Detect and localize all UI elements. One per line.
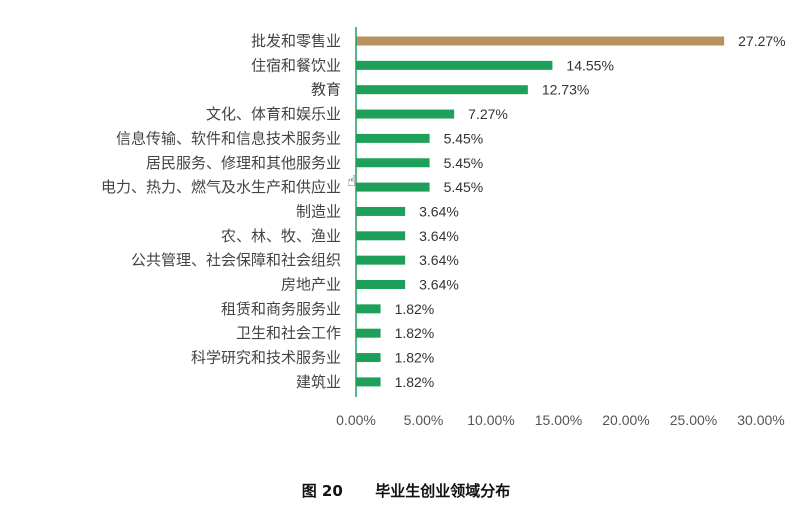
value-label: 3.64%	[419, 277, 459, 293]
bar	[356, 328, 381, 338]
category-label: 科学研究和技术服务业	[191, 349, 341, 367]
hand-pointer-icon: ☝	[347, 172, 357, 190]
bar	[356, 206, 406, 216]
value-label: 27.27%	[738, 33, 785, 49]
x-tick-label: 15.00%	[535, 412, 582, 428]
x-tick-label: 30.00%	[737, 412, 784, 428]
category-label: 农、林、牧、渔业	[221, 227, 341, 245]
category-label: 教育	[311, 81, 341, 99]
value-label: 3.64%	[419, 203, 459, 219]
figure-caption: 图 20 毕业生创业领域分布	[0, 480, 812, 501]
bar	[356, 304, 381, 314]
value-label: 7.27%	[468, 106, 508, 122]
labels-layer: 批发和零售业 27.27% 住宿和餐饮业 14.55% 教育 12.73% 文化、体育和娱乐…	[101, 32, 786, 391]
category-label: 公共管理、社会保障和社会组织	[131, 251, 341, 269]
figure-title: 毕业生创业领域分布	[375, 482, 511, 500]
bar	[356, 36, 725, 46]
value-label: 3.64%	[419, 228, 459, 244]
figure-number: 图 20	[301, 482, 343, 500]
category-label: 住宿和餐饮业	[251, 56, 341, 74]
category-label: 批发和零售业	[251, 32, 341, 50]
x-tick-label: 10.00%	[467, 412, 514, 428]
bar	[356, 377, 381, 387]
x-axis-ticks: 0.00% 5.00% 10.00% 15.00% 20.00% 25.00% 30.00%	[336, 412, 785, 428]
category-label: 电力、热力、燃气及水生产和供应业	[101, 178, 341, 196]
category-label: 房地产业	[281, 276, 341, 294]
value-label: 1.82%	[395, 350, 435, 366]
bar	[356, 231, 406, 241]
bar	[356, 280, 406, 289]
x-tick-label: 20.00%	[602, 412, 649, 428]
bar	[356, 158, 430, 168]
value-label: 12.73%	[542, 82, 589, 98]
value-label: 1.82%	[395, 325, 435, 341]
value-label: 14.55%	[566, 57, 613, 73]
bar	[356, 353, 381, 363]
category-label: 制造业	[296, 202, 341, 220]
bars-layer	[356, 36, 725, 387]
value-label: 5.45%	[444, 130, 484, 146]
bar	[356, 85, 528, 95]
bar	[356, 133, 430, 143]
x-tick-label: 5.00%	[404, 412, 444, 428]
x-tick-label: 0.00%	[336, 412, 376, 428]
value-label: 1.82%	[395, 374, 435, 390]
x-tick-label: 25.00%	[670, 412, 717, 428]
bar	[356, 60, 553, 70]
bar	[356, 255, 406, 265]
category-label: 卫生和社会工作	[236, 324, 341, 342]
value-label: 1.82%	[395, 301, 435, 317]
category-label: 建筑业	[296, 373, 341, 391]
category-label: 信息传输、软件和信息技术服务业	[116, 129, 341, 147]
category-label: 文化、体育和娱乐业	[206, 105, 341, 123]
bar	[356, 109, 455, 119]
category-label: 租赁和商务服务业	[221, 300, 341, 318]
value-label: 5.45%	[444, 155, 484, 171]
category-label: 居民服务、修理和其他服务业	[146, 154, 341, 172]
value-label: 5.45%	[444, 179, 484, 195]
value-label: 3.64%	[419, 252, 459, 268]
bar	[356, 182, 430, 192]
